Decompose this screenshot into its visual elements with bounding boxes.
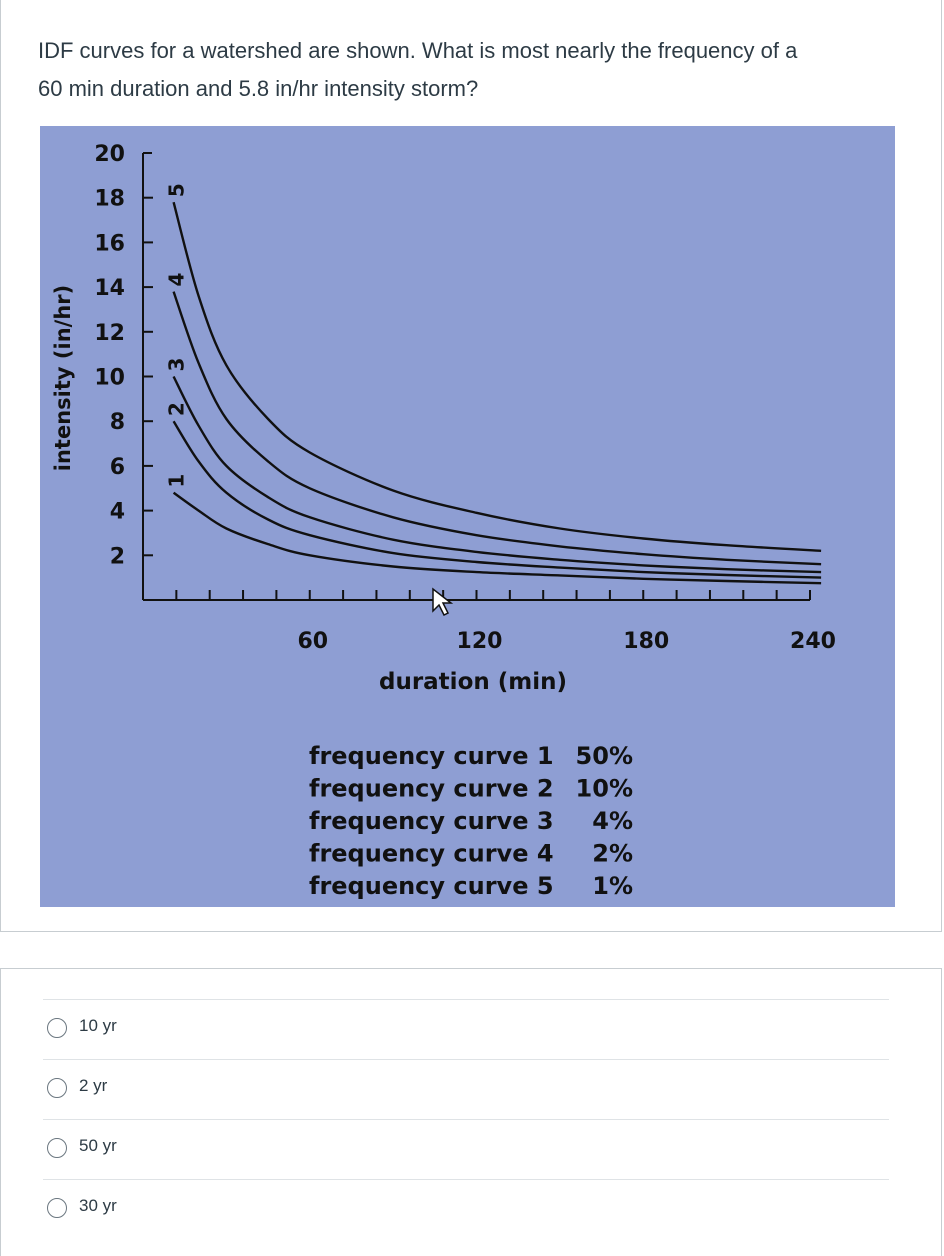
frequency-curve-1 [172,491,822,585]
x-tick-label: 180 [623,629,669,654]
curve-label: 3 [165,358,189,372]
radio-button[interactable] [47,1138,67,1158]
radio-button[interactable] [47,1198,67,1218]
legend-curve-frequency: 4% [592,807,633,835]
y-tick-label: 20 [94,142,125,167]
curve-label: 5 [165,183,189,197]
y-tick-label: 14 [94,276,125,301]
y-tick-label: 8 [110,410,125,435]
legend-curve-frequency: 2% [592,840,633,868]
y-tick-label: 12 [94,321,125,346]
mouse-cursor-icon [432,587,454,617]
legend-curve-frequency: 50% [576,742,633,770]
y-tick-label: 10 [94,366,125,391]
y-tick-label: 6 [110,455,125,480]
frequency-curve-2 [172,420,822,579]
x-tick-label: 60 [297,629,328,654]
question-line-2: 60 min duration and 5.8 in/hr intensity … [38,76,479,101]
x-tick-label: 240 [790,629,836,654]
legend-curve-name: frequency curve 5 [309,872,554,900]
answer-label: 10 yr [79,1016,117,1035]
question-line-1: IDF curves for a watershed are shown. Wh… [38,38,798,63]
answers-card: 10 yr 2 yr 50 yr 30 yr [0,968,942,1256]
y-tick-label: 18 [94,187,125,212]
question-text: IDF curves for a watershed are shown. Wh… [38,32,918,108]
radio-button[interactable] [47,1078,67,1098]
y-tick-label: 16 [94,231,125,256]
answer-option-2[interactable]: 2 yr [43,1059,889,1118]
curve-label: 1 [165,474,189,488]
idf-chart-figure: 2 4 6 8 10 12 14 16 18 20 60 120 180 240 intensity (in… [40,126,895,907]
answer-label: 2 yr [79,1076,108,1095]
y-tick-label: 4 [110,500,125,525]
radio-button[interactable] [47,1018,67,1038]
x-axis-label: duration (min) [379,669,567,695]
y-tick-label: 2 [110,544,125,569]
x-tick-label: 120 [457,629,503,654]
answer-label: 30 yr [79,1196,117,1215]
frequency-curve-5 [172,201,822,552]
legend-curve-name: frequency curve 4 [309,840,554,868]
answer-label: 50 yr [79,1136,117,1155]
legend-curve-name: frequency curve 2 [309,775,554,803]
legend-curve-name: frequency curve 1 [309,742,554,770]
legend-curve-frequency: 10% [576,775,633,803]
frequency-curve-4 [172,291,822,566]
question-card: IDF curves for a watershed are shown. Wh… [0,0,942,932]
curve-label: 4 [165,273,189,287]
legend-curve-name: frequency curve 3 [309,807,554,835]
frequency-curve-3 [172,375,822,574]
answer-option-4[interactable]: 30 yr [43,1179,889,1238]
answer-option-3[interactable]: 50 yr [43,1119,889,1178]
legend-curve-frequency: 1% [592,872,633,900]
curve-label: 2 [165,402,189,416]
y-axis-label: intensity (in/hr) [51,285,75,471]
answer-option-1[interactable]: 10 yr [43,999,889,1058]
